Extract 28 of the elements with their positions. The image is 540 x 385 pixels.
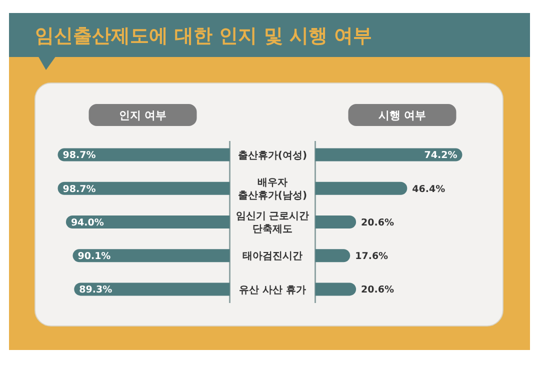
data-label: 98.7% — [62, 150, 96, 162]
chart-subtitle: 시행 여부 — [378, 109, 426, 122]
data-label: 94.0% — [70, 217, 104, 228]
y-tick-label: 출산휴가(여성) — [238, 150, 308, 162]
bar — [58, 182, 230, 195]
bar — [72, 249, 230, 262]
bar — [58, 148, 230, 162]
bar — [315, 148, 462, 162]
data-label: 20.6% — [361, 284, 394, 296]
bar — [66, 216, 230, 228]
chart-subtitle: 인지 여부 — [118, 109, 167, 122]
y-tick-label: 태아검진시간 — [242, 251, 302, 262]
chart-title: 임신출산제도에 대한 인지 및 시행 여부 — [35, 25, 372, 47]
bar — [315, 282, 356, 296]
bar — [315, 182, 408, 195]
data-label: 46.4% — [412, 184, 446, 195]
data-label: 74.2% — [424, 150, 458, 162]
data-label: 20.6% — [361, 217, 394, 228]
data-label: 98.7% — [62, 184, 96, 195]
bar — [315, 216, 356, 228]
y-tick-label: 임신기 근로시간 단축제도 — [236, 211, 310, 236]
bar — [315, 249, 350, 262]
y-tick-label: 배우자 출산휴가(남성) — [238, 178, 308, 202]
data-label: 17.6% — [355, 251, 389, 262]
y-tick-label: 유산 사산 휴가 — [239, 284, 306, 296]
bar — [74, 282, 230, 296]
data-label: 89.3% — [79, 284, 113, 296]
data-label: 90.1% — [78, 251, 112, 262]
